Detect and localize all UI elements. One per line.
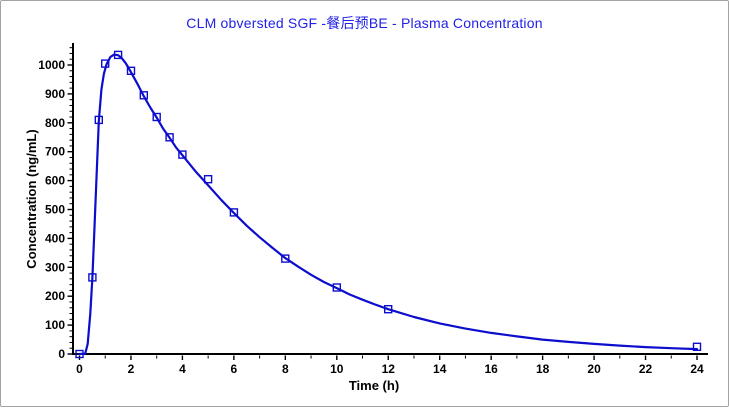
observed-point-marker (692, 342, 702, 351)
x-tick-label: 4 (179, 362, 186, 376)
x-tick-label: 12 (382, 362, 396, 376)
x-tick-label: 0 (76, 362, 83, 376)
observed-point-marker (165, 133, 174, 142)
x-tick-label: 18 (536, 362, 550, 376)
x-axis-title: Time (h) (349, 378, 399, 393)
y-tick-label: 500 (45, 203, 65, 217)
y-tick-label: 700 (45, 145, 65, 159)
y-tick-label: 600 (45, 174, 65, 188)
observed-point-marker (139, 91, 149, 100)
data-series (75, 50, 702, 359)
observed-point-marker (152, 112, 161, 122)
y-tick-label: 1000 (38, 58, 65, 72)
y-tick-label: 200 (45, 289, 65, 303)
y-axis-title: Concentration (ng/mL) (24, 129, 39, 268)
x-tick-label: 16 (484, 362, 498, 376)
x-tick-label: 8 (282, 362, 289, 376)
x-tick-label: 22 (639, 362, 653, 376)
axis-ticks (67, 47, 698, 360)
observed-point-marker (178, 150, 187, 159)
x-tick-label: 6 (231, 362, 238, 376)
axis-lines (72, 43, 708, 355)
y-tick-label: 800 (45, 116, 65, 130)
y-tick-label: 400 (45, 231, 65, 245)
x-tick-label: 20 (587, 362, 601, 376)
x-tick-label: 2 (128, 362, 135, 376)
chart-title: CLM obversted SGF -餐后预BE - Plasma Concen… (186, 15, 543, 31)
observed-point-marker (203, 174, 213, 184)
x-tick-label: 14 (433, 362, 447, 376)
x-tick-label: 10 (330, 362, 344, 376)
fitted-curve-line (78, 53, 699, 356)
y-tick-label: 0 (58, 347, 65, 361)
x-tick-label: 24 (690, 362, 704, 376)
y-tick-label: 900 (45, 87, 65, 101)
observed-point-marker (229, 208, 239, 217)
y-tick-label: 100 (45, 318, 65, 332)
y-tick-label: 300 (45, 260, 65, 274)
observed-point-marker (281, 254, 290, 263)
